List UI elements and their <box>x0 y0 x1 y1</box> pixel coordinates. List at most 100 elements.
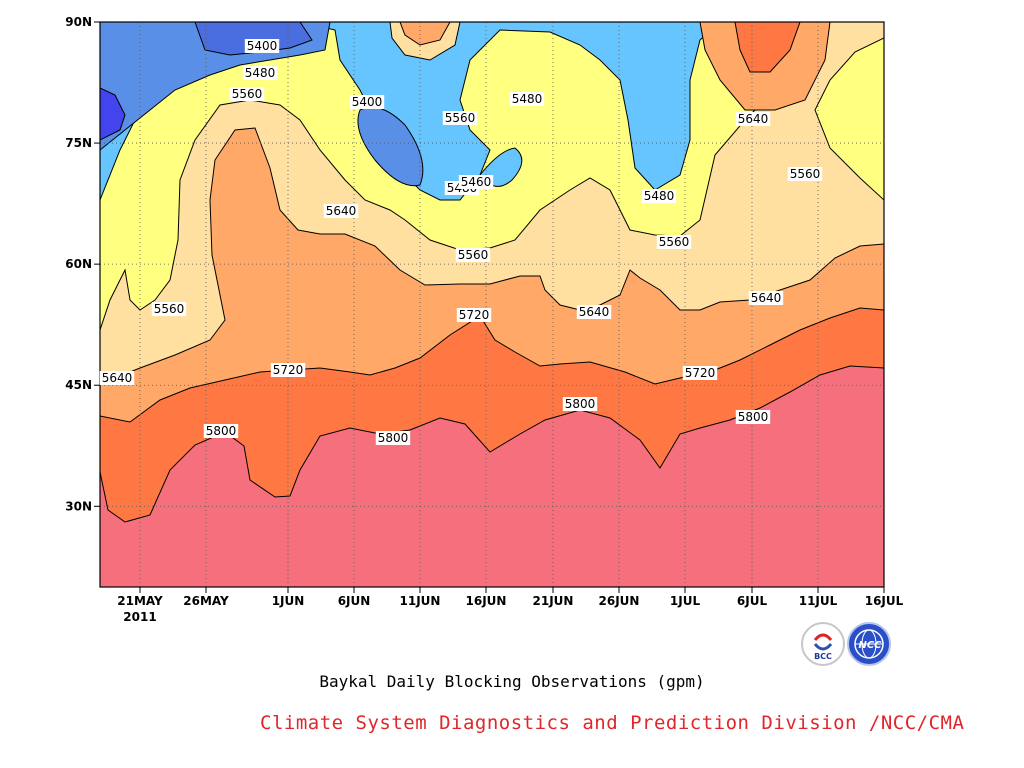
contour-label-bg <box>562 397 598 411</box>
x-tick-label: 11JUL <box>799 594 838 608</box>
contour-label: 5640 <box>748 291 784 305</box>
contour-label-text: 5640 <box>326 204 357 218</box>
contour-label: 5640 <box>323 204 359 218</box>
ncc-logo: NCC <box>847 622 891 666</box>
contour-label: 5720 <box>270 363 306 377</box>
chart-title: Baykal Daily Blocking Observations (gpm) <box>319 672 705 691</box>
contour-label-bg <box>576 305 612 319</box>
x-tick-label: 16JUL <box>865 594 904 608</box>
x-axis: 21MAY 26MAY 1JUN 6JUN 11JUN 16JUN 21JUN 26JUN 1J… <box>117 587 904 608</box>
contour-label-bg <box>656 235 692 249</box>
contour-label-bg <box>270 363 306 377</box>
band-5800-5880-ne <box>734 22 801 73</box>
contour-label: 5460 <box>458 175 494 189</box>
contour-label: 5800 <box>735 410 771 424</box>
x-tick-label: 26JUN <box>599 594 640 608</box>
contour-label-text: 5800 <box>738 410 769 424</box>
contour-label-text: 5560 <box>445 111 476 125</box>
x-tick-label: 6JUN <box>338 594 371 608</box>
contour-label: 5480 <box>242 66 278 80</box>
band-below-5320 <box>100 87 126 141</box>
contour-label-text: 5800 <box>565 397 596 411</box>
contour-label-bg <box>748 291 784 305</box>
contour-label-bg <box>641 189 677 203</box>
x-tick-label: 26MAY <box>183 594 229 608</box>
contour-label-text: 5640 <box>102 371 133 385</box>
svg-text:NCC: NCC <box>858 640 882 651</box>
x-tick-label: 11JUN <box>400 594 441 608</box>
band-5720-5800-nw <box>399 22 451 46</box>
contour-label: 5480 <box>641 189 677 203</box>
contour-label: 5560 <box>656 235 692 249</box>
contour-label-bg <box>203 424 239 438</box>
grid <box>100 22 884 587</box>
contour-label-text: 5560 <box>659 235 690 249</box>
contour-label-bg <box>151 302 187 316</box>
contour-label: 5400 <box>349 95 385 109</box>
ncc-logo-icon: NCC <box>854 629 884 659</box>
contour-label-text: 5560 <box>458 248 489 262</box>
x-tick-label: 1JUL <box>670 594 701 608</box>
contour-label-text: 5800 <box>206 424 237 438</box>
contour-label-text: 5720 <box>685 366 716 380</box>
contour-labels: 5400 5480 5560 5400 5560 5480 5480 5460 5640 5560… <box>99 39 823 445</box>
contour-label: 5560 <box>455 248 491 262</box>
contour-label-bg <box>455 248 491 262</box>
contour-label-bg <box>375 431 411 445</box>
contour-label-text: 5640 <box>579 305 610 319</box>
contour-label: 5640 <box>735 112 771 126</box>
band-5480-5560 <box>100 22 884 201</box>
contour-label: 5400 <box>244 39 280 53</box>
contour-label-bg <box>735 112 771 126</box>
contour-label: 5800 <box>375 431 411 445</box>
contour-label: 5560 <box>151 302 187 316</box>
contour-label: 5800 <box>203 424 239 438</box>
contour-label-bg <box>323 204 359 218</box>
contour-label-text: 5560 <box>154 302 185 316</box>
y-tick-label: 75N <box>65 136 92 150</box>
band-5400-5480 <box>100 22 331 151</box>
bcc-logo-icon: BCC <box>813 633 833 661</box>
contour-label-text: 5480 <box>644 189 675 203</box>
contour-label-bg <box>509 92 545 106</box>
contour-label-bg <box>787 167 823 181</box>
contour-label-bg <box>682 366 718 380</box>
contour-label-bg <box>456 308 492 322</box>
contour-label: 5560 <box>442 111 478 125</box>
contour-label: 5720 <box>456 308 492 322</box>
contour-label-bg <box>242 66 278 80</box>
contour-label: 5560 <box>229 87 265 101</box>
plot-frame <box>99 21 885 588</box>
contour-label-bg <box>229 87 265 101</box>
x-tick-label: 1JUN <box>272 594 305 608</box>
y-axis: 30N 45N 60N 75N 90N <box>65 15 100 513</box>
contour-label: 5640 <box>99 371 135 385</box>
x-tick-label: 21MAY <box>117 594 163 608</box>
contour-label-text: 5400 <box>247 39 278 53</box>
credit-line: Climate System Diagnostics and Predictio… <box>260 712 965 734</box>
contour-label-text: 5720 <box>273 363 304 377</box>
y-tick-label: 60N <box>65 257 92 271</box>
x-tick-label: 21JUN <box>533 594 574 608</box>
y-tick-label: 90N <box>65 15 92 29</box>
contour-label-text: 5720 <box>459 308 490 322</box>
svg-text:BCC: BCC <box>814 652 832 661</box>
contour-label-bg <box>442 111 478 125</box>
contour-label: 5480 <box>509 92 545 106</box>
band-5400-5480-b <box>357 106 424 187</box>
bcc-logo: BCC <box>801 622 845 666</box>
contour-label-text: 5560 <box>790 167 821 181</box>
contour-label-bg <box>99 371 135 385</box>
y-tick-label: 30N <box>65 499 92 513</box>
contour-label-text: 5480 <box>245 66 276 80</box>
contour-label: 5560 <box>787 167 823 181</box>
contour-label-bg <box>244 39 280 53</box>
contour-label-text: 5640 <box>738 112 769 126</box>
contour-label-bg <box>735 410 771 424</box>
x-tick-label: 6JUL <box>737 594 768 608</box>
contour-label-bg <box>349 95 385 109</box>
contour-label-text: 5460 <box>461 175 492 189</box>
y-tick-label: 45N <box>65 378 92 392</box>
contour-label-text: 5640 <box>751 291 782 305</box>
